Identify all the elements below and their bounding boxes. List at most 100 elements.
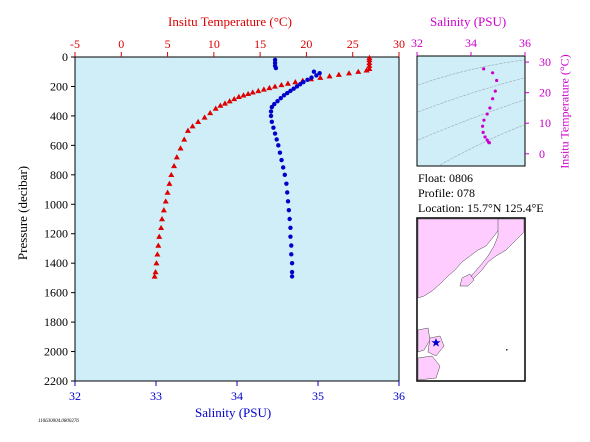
temperature-point	[217, 102, 224, 108]
salinity-point	[281, 93, 287, 98]
salinity-point	[289, 274, 295, 279]
temperature-tick-label: 25	[347, 37, 359, 51]
ts-temperature-tick-label: 10	[539, 116, 551, 130]
temperature-point	[249, 89, 256, 95]
pressure-tick-label: 200	[50, 79, 68, 93]
salinity-series	[268, 57, 322, 279]
ts-point	[483, 135, 487, 139]
salinity-axis-title: Salinity (PSU)	[195, 405, 272, 420]
ts-point	[485, 112, 489, 116]
temperature-point	[160, 207, 167, 213]
salinity-point	[289, 269, 295, 275]
temperature-point	[335, 71, 342, 77]
salinity-point	[309, 75, 314, 80]
ts-salinity-tick-label: 32	[411, 36, 423, 50]
ts-point	[493, 89, 497, 93]
temperature-point	[226, 98, 233, 104]
salinity-point	[291, 86, 296, 91]
salinity-point	[274, 137, 279, 142]
ts-temperature-tick-label: 20	[539, 86, 551, 100]
ts-salinity-tick-label: 34	[465, 36, 477, 50]
temperature-point	[168, 171, 175, 178]
pressure-tick-label: 400	[50, 109, 68, 123]
ts-point	[495, 78, 499, 83]
pressure-tick-label: 600	[50, 138, 68, 152]
salinity-point	[285, 199, 291, 204]
salinity-point	[289, 243, 294, 248]
salinity-point	[278, 96, 283, 101]
salinity-point	[301, 79, 306, 85]
temperature-point	[366, 62, 373, 69]
salinity-point	[280, 165, 286, 170]
salinity-point	[268, 113, 274, 119]
temperature-point	[235, 93, 242, 99]
salinity-point	[285, 90, 290, 96]
salinity-point	[288, 234, 293, 239]
ts-point	[487, 141, 491, 145]
salinity-point	[288, 88, 293, 94]
temperature-tick-label: 0	[118, 37, 124, 51]
ts-salinity-tick-label: 36	[519, 36, 531, 50]
salinity-point	[288, 225, 293, 231]
temperature-axis-title: Insitu Temperature (°C)	[168, 14, 292, 29]
pressure-tick-label: 1800	[44, 315, 68, 329]
temperature-point	[189, 123, 196, 129]
salinity-tick-label: 36	[393, 389, 405, 403]
ts-point	[482, 118, 486, 122]
salinity-point	[305, 77, 310, 83]
map-dot	[506, 349, 508, 351]
pressure-tick-label: 800	[50, 168, 68, 182]
temperature-point	[366, 59, 373, 66]
ts-point	[481, 124, 485, 128]
ts-temperature-tick-label: 30	[539, 55, 551, 69]
salinity-point	[294, 84, 300, 89]
temperature-point	[240, 92, 247, 98]
pressure-tick-label: 2200	[44, 374, 68, 388]
temperature-tick-label: 20	[300, 37, 312, 51]
temperature-tick-label: -5	[70, 37, 80, 51]
salinity-point	[284, 181, 289, 186]
profile-plot-area	[74, 56, 400, 382]
salinity-point	[275, 98, 280, 104]
temperature-point	[255, 87, 262, 94]
salinity-point	[272, 131, 278, 136]
salinity-point	[277, 150, 283, 155]
salinity-tick-label: 33	[150, 389, 162, 403]
temperature-point	[166, 180, 173, 186]
temperature-point	[212, 105, 219, 111]
temperature-point	[184, 127, 191, 133]
pressure-tick-label: 2000	[44, 345, 68, 359]
salinity-point	[311, 69, 317, 74]
temperature-point	[266, 84, 273, 91]
pressure-axis-title: Pressure (decibar)	[15, 165, 31, 261]
temperature-point	[177, 145, 184, 151]
temperature-point	[292, 79, 299, 85]
temperature-point	[152, 269, 159, 275]
ts-salinity-axis-title: Salinity (PSU)	[430, 14, 507, 29]
salinity-point	[268, 109, 274, 114]
temperature-point	[207, 109, 214, 116]
profile-id: Profile: 078	[418, 186, 475, 200]
ts-point	[482, 67, 486, 71]
salinity-point	[317, 71, 322, 76]
ts-temperature-tick-label: 0	[539, 147, 545, 161]
salinity-point	[272, 101, 277, 107]
pressure-tick-label: 1600	[44, 286, 68, 300]
temperature-point	[173, 154, 180, 160]
ts-series	[481, 67, 499, 145]
temperature-point	[278, 81, 285, 88]
salinity-point	[314, 73, 319, 78]
salinity-tick-label: 34	[231, 389, 243, 403]
temperature-point	[363, 67, 370, 73]
temperature-point	[153, 260, 160, 266]
temperature-tick-label: 5	[165, 37, 171, 51]
footer-code: 110630004.0800276	[38, 419, 79, 424]
temperature-point	[231, 95, 238, 102]
temperature-point	[181, 136, 188, 142]
salinity-tick-label: 32	[69, 389, 81, 403]
temperature-point	[355, 68, 362, 74]
temperature-point	[164, 189, 171, 195]
salinity-axis: 32 33 34 35 36	[69, 381, 405, 403]
temperature-point	[195, 118, 202, 124]
